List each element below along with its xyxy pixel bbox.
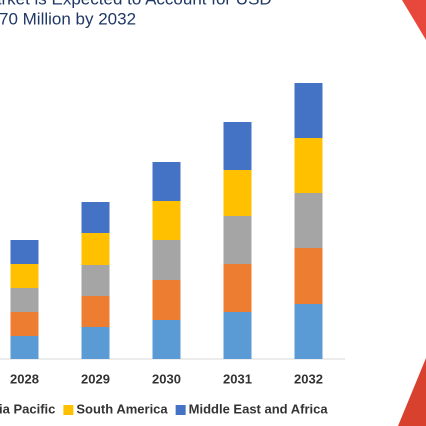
bar-segment bbox=[223, 264, 252, 312]
bar-segment bbox=[81, 265, 110, 296]
bar-segment bbox=[81, 233, 110, 265]
bar-segment bbox=[10, 312, 39, 336]
legend-swatch bbox=[175, 405, 186, 415]
bar-segment bbox=[10, 240, 39, 264]
bar-segment bbox=[294, 304, 323, 359]
bar-segment bbox=[10, 336, 39, 359]
legend-label: South America bbox=[76, 401, 168, 416]
bar-segment bbox=[81, 327, 110, 359]
bar-segment bbox=[223, 216, 252, 264]
legend-label: Middle East and Africa bbox=[189, 401, 329, 416]
legend-swatch bbox=[63, 405, 74, 415]
legend-label: ia Pacific bbox=[0, 401, 55, 416]
bar-segment bbox=[10, 288, 39, 312]
x-tick-label: 2029 bbox=[81, 371, 110, 386]
bar-segment bbox=[223, 312, 252, 359]
bar-segment bbox=[294, 83, 323, 138]
bar-segment bbox=[10, 264, 39, 288]
bar-segment bbox=[81, 296, 110, 327]
bar-segment bbox=[223, 170, 252, 216]
bar-segment bbox=[152, 201, 181, 240]
bar-segment bbox=[152, 320, 181, 359]
bar-segment bbox=[294, 193, 323, 248]
x-tick-label: 2028 bbox=[10, 371, 39, 386]
bar-segment bbox=[152, 162, 181, 201]
chart-title: 70 Million by 2032 bbox=[0, 9, 136, 28]
decor-corner bbox=[398, 358, 426, 426]
x-tick-label: 2031 bbox=[223, 371, 252, 386]
x-tick-label: 2032 bbox=[294, 371, 323, 386]
bar-segment bbox=[152, 240, 181, 280]
chart-title: arket is Expected to Account for USD bbox=[0, 0, 272, 8]
bar-segment bbox=[223, 122, 252, 170]
bar-segment bbox=[81, 202, 110, 233]
bar-segment bbox=[294, 138, 323, 193]
bar-segment bbox=[152, 280, 181, 320]
bar-segment bbox=[294, 248, 323, 304]
x-tick-label: 2030 bbox=[152, 371, 181, 386]
decor-corner bbox=[402, 0, 426, 40]
